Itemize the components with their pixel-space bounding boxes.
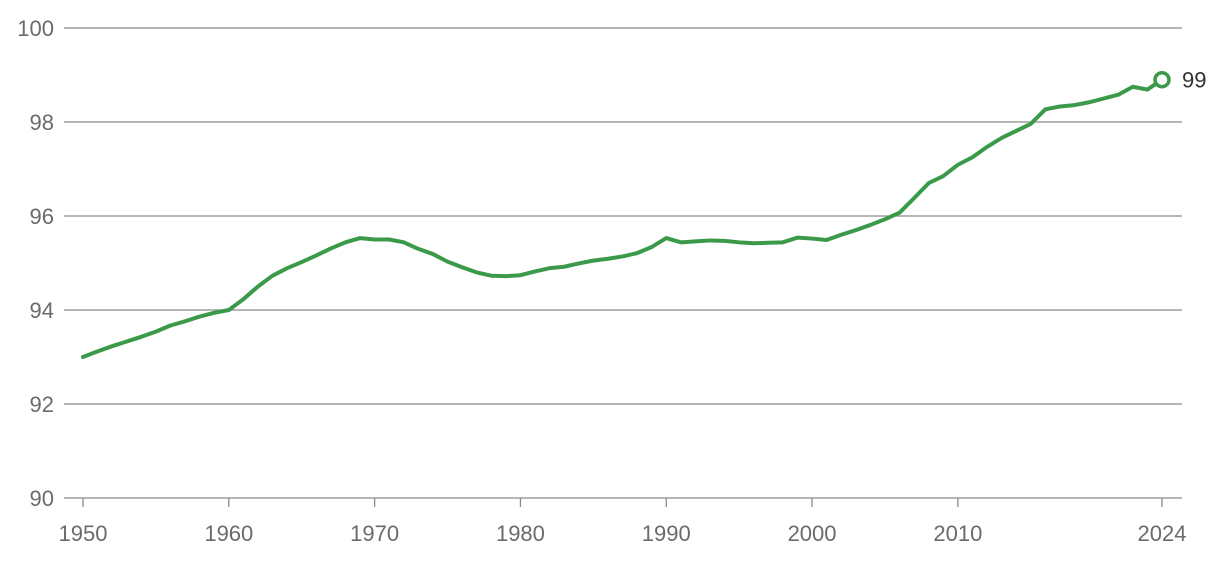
x-tick-label: 1970 (350, 521, 399, 546)
y-tick-label: 100 (17, 16, 54, 41)
y-tick-label: 90 (30, 486, 54, 511)
gridlines (64, 27, 1182, 405)
x-axis (64, 497, 1182, 507)
x-tick-label: 1950 (59, 521, 108, 546)
x-tick-label: 2010 (933, 521, 982, 546)
y-tick-label: 98 (30, 110, 54, 135)
y-axis-tick-labels: 90 92 94 96 98 100 (17, 16, 54, 511)
x-tick-label: 1960 (204, 521, 253, 546)
x-tick-label: 2024 (1138, 521, 1187, 546)
y-tick-label: 96 (30, 204, 54, 229)
series-layer (81, 70, 1171, 359)
x-tick-label: 2000 (788, 521, 837, 546)
x-axis-tick-labels: 1950 1960 1970 1980 1990 2000 2010 2024 (59, 521, 1187, 546)
end-point-marker (1153, 70, 1171, 89)
series-line (81, 77, 1164, 359)
y-tick-label: 92 (30, 392, 54, 417)
end-value-label: 99 (1182, 68, 1206, 93)
x-tick-label: 1980 (496, 521, 545, 546)
y-tick-label: 94 (30, 298, 54, 323)
x-tick-label: 1990 (642, 521, 691, 546)
